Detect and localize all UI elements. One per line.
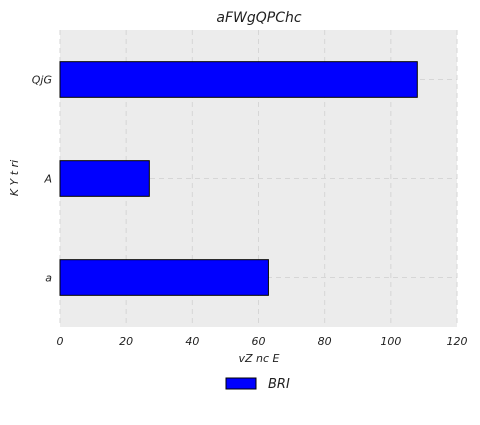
x-tick-label: 120 (447, 335, 468, 348)
x-tick-label: 0 (57, 335, 64, 348)
bar-a (59, 259, 269, 296)
x-tick-label: 100 (380, 335, 401, 348)
bars (59, 61, 418, 296)
x-axis-label: vZ nc E (238, 352, 279, 365)
legend: BRI (225, 377, 290, 392)
y-axis-label: K Y t ri (8, 160, 21, 196)
x-tick-label: 60 (252, 335, 266, 348)
legend-swatch (225, 377, 257, 390)
x-tick-label: 80 (318, 335, 332, 348)
bar-A (59, 160, 150, 197)
y-tick-label: QjG (32, 74, 52, 87)
y-tick-labels: a A QjG (32, 74, 53, 285)
x-tick-label: 40 (185, 335, 199, 348)
chart-title: aFWgQPChc (216, 10, 301, 26)
y-tick-label: a (45, 272, 52, 285)
x-tick-label: 20 (119, 335, 133, 348)
bar-QjG (59, 61, 418, 98)
y-tick-label: A (43, 173, 52, 186)
x-tick-labels: 0 20 40 60 80 100 120 (57, 335, 468, 348)
legend-label: BRI (268, 377, 290, 392)
